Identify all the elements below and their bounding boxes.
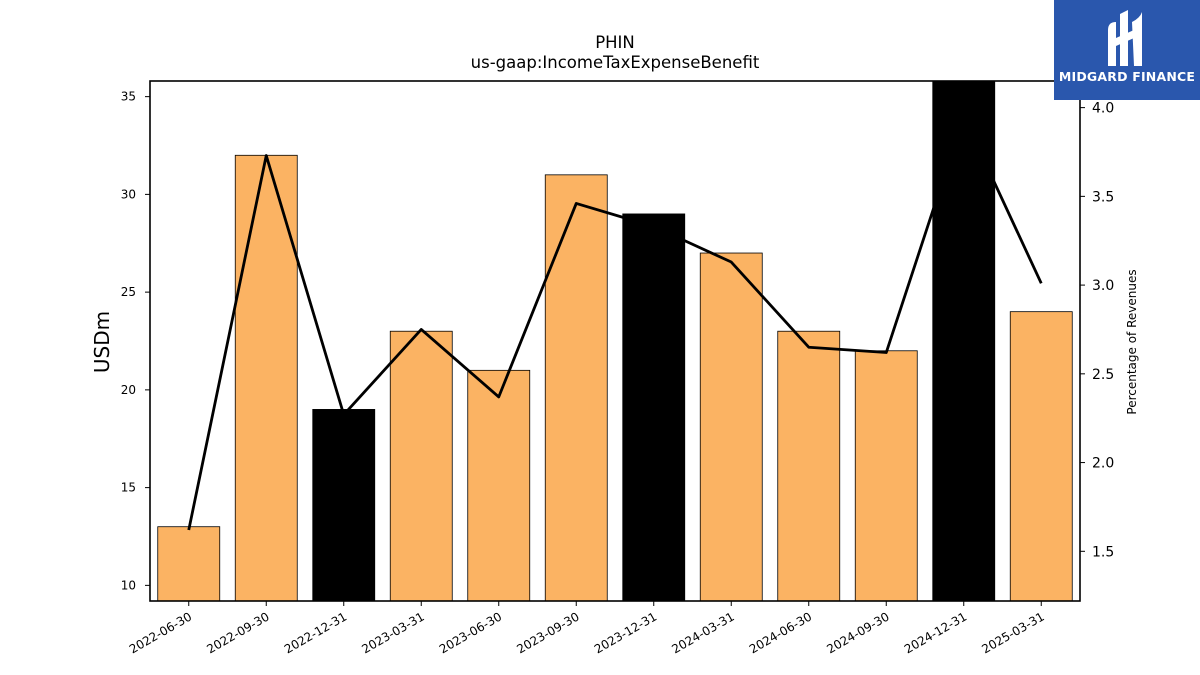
x-tick-label: 2023-03-31 — [359, 609, 426, 656]
y-tick-label: 25 — [121, 285, 136, 299]
y2-axis-label: Percentage of Revenues — [1125, 269, 1139, 414]
y-tick-label: 10 — [121, 578, 136, 592]
bar-2023-06-30 — [467, 369, 531, 602]
chart-title: PHIN — [595, 33, 635, 52]
y-tick-label: 30 — [121, 187, 136, 201]
logo-text: MIDGARD FINANCE — [1058, 69, 1196, 84]
x-tick-label: 2024-12-31 — [902, 609, 969, 656]
y2-tick-label: 1.5 — [1092, 544, 1114, 560]
bar-2022-12-31 — [312, 409, 376, 602]
x-tick-label: 2023-12-31 — [592, 609, 659, 656]
bar-2024-12-31 — [932, 80, 996, 602]
x-tick-label: 2024-03-31 — [669, 609, 736, 656]
y2-tick-label: 3.0 — [1092, 278, 1114, 294]
y2-tick-label: 4.0 — [1092, 101, 1114, 117]
y-tick-label: 35 — [121, 90, 136, 104]
x-tick-label: 2024-06-30 — [747, 609, 814, 656]
chart-subtitle: us-gaap:IncomeTaxExpenseBenefit — [471, 53, 760, 72]
y-tick-label: 15 — [121, 481, 136, 495]
y2-tick-label: 2.0 — [1092, 456, 1114, 472]
bar-2023-09-30 — [544, 174, 608, 602]
bar-2023-03-31 — [389, 330, 453, 602]
logo: MIDGARD FINANCE — [1054, 0, 1200, 100]
bar-2022-06-30 — [157, 526, 221, 602]
y2-tick-label: 3.5 — [1092, 189, 1114, 205]
x-tick-label: 2022-12-31 — [282, 609, 349, 656]
x-tick-label: 2025-03-31 — [979, 609, 1046, 656]
y-tick-label: 20 — [121, 383, 136, 397]
midgard-logo-icon — [1108, 10, 1142, 66]
x-tick-label: 2023-09-30 — [514, 609, 581, 656]
bar-2024-06-30 — [777, 330, 841, 602]
y-axis-label: USDm — [90, 311, 114, 373]
bar-2023-12-31 — [622, 213, 686, 602]
bar-2022-09-30 — [234, 154, 298, 602]
x-tick-label: 2023-06-30 — [437, 609, 504, 656]
x-tick-label: 2024-09-30 — [824, 609, 891, 656]
y2-tick-label: 2.5 — [1092, 367, 1114, 383]
bar-2024-09-30 — [854, 350, 918, 602]
x-tick-label: 2022-09-30 — [204, 609, 271, 656]
bar-2025-03-31 — [1009, 311, 1073, 602]
plot-frame — [149, 80, 1081, 602]
bar-2024-03-31 — [699, 252, 763, 602]
plot-area: 10 15 20 25 30 35 1.5 2.0 2.5 3.0 3.5 4.0 2022-06-30… — [121, 80, 1114, 656]
x-tick-label: 2022-06-30 — [127, 609, 194, 656]
line-series — [187, 115, 1043, 531]
